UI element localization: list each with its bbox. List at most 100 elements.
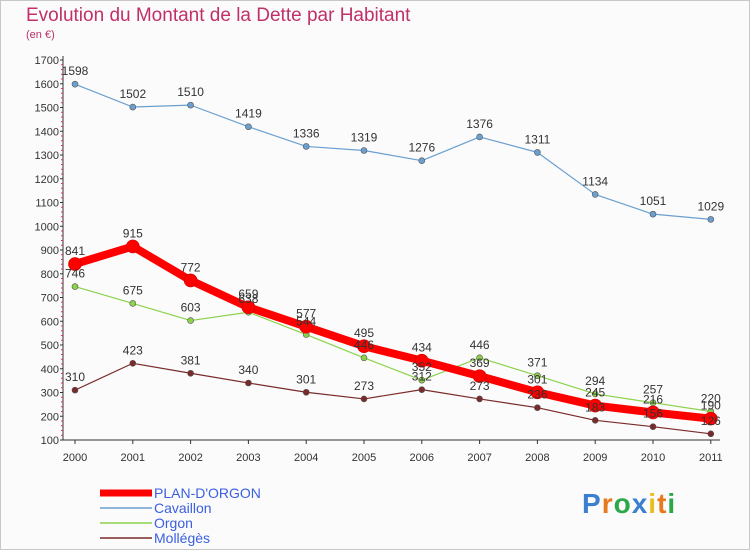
data-label: 352 <box>412 360 432 374</box>
data-point <box>360 354 368 362</box>
data-label: 369 <box>470 356 490 370</box>
y-tick-label: 1400 <box>35 126 59 138</box>
data-label: 126 <box>701 414 721 428</box>
y-tick-label: 400 <box>41 364 59 376</box>
data-label: 273 <box>470 379 490 393</box>
series-line <box>74 83 712 220</box>
data-label: 1029 <box>697 199 724 213</box>
data-point <box>302 388 310 396</box>
data-label: 183 <box>585 400 605 414</box>
data-point <box>187 101 194 109</box>
data-point <box>129 359 137 367</box>
y-tick-label: 1100 <box>35 198 59 210</box>
legend-label: Orgon <box>154 515 193 531</box>
data-point <box>534 372 541 379</box>
data-point <box>302 143 310 150</box>
data-label: 1598 <box>62 64 89 78</box>
data-point <box>126 239 140 254</box>
data-point <box>357 339 371 353</box>
data-label: 446 <box>354 338 374 352</box>
y-tick-label: 1600 <box>35 79 59 91</box>
data-point <box>534 404 541 412</box>
data-label: 294 <box>585 374 605 388</box>
y-tick-label: 500 <box>41 340 59 352</box>
data-point <box>68 257 82 271</box>
chart-subtitle: (en €) <box>26 29 55 41</box>
x-tick-label: 2004 <box>294 452 318 464</box>
data-point <box>649 210 657 218</box>
data-label: 273 <box>354 379 374 393</box>
data-point <box>418 386 426 393</box>
x-tick-label: 2000 <box>63 452 87 464</box>
legend-label: Cavaillon <box>154 500 212 516</box>
data-point <box>476 395 483 403</box>
data-point <box>129 103 137 111</box>
data-label: 1510 <box>177 85 204 99</box>
data-label: 310 <box>65 370 85 384</box>
data-point <box>418 157 426 164</box>
data-point <box>591 416 599 424</box>
data-point <box>591 390 599 398</box>
data-label: 746 <box>65 267 85 281</box>
y-tick-label: 1200 <box>35 174 59 186</box>
data-point <box>241 300 256 315</box>
series-1 <box>71 80 715 223</box>
data-point <box>476 133 483 141</box>
data-point <box>187 317 194 324</box>
data-point <box>703 411 718 426</box>
series-line <box>74 285 712 413</box>
data-label: 915 <box>123 226 143 240</box>
x-tick-label: 2009 <box>583 452 607 464</box>
y-tick-label: 900 <box>41 245 59 257</box>
data-point <box>414 353 429 368</box>
data-point <box>588 398 603 413</box>
data-point <box>71 80 79 88</box>
series-line <box>71 242 715 423</box>
data-point <box>591 191 599 198</box>
data-point <box>649 423 657 431</box>
data-label: 675 <box>123 283 143 297</box>
data-label: 577 <box>296 307 316 321</box>
data-point <box>472 369 487 383</box>
data-label: 772 <box>181 260 201 274</box>
x-tick-label: 2001 <box>121 452 145 464</box>
data-label: 190 <box>701 399 721 413</box>
x-tick-label: 2011 <box>699 452 723 464</box>
y-tick-label: 800 <box>41 269 59 281</box>
data-label: 423 <box>123 343 143 357</box>
y-tick-label: 200 <box>41 411 59 423</box>
data-label: 495 <box>354 326 374 340</box>
data-label: 236 <box>527 388 547 402</box>
x-tick-label: 2003 <box>236 452 260 464</box>
legend-label: Mollégès <box>154 530 210 546</box>
y-tick-label: 100 <box>41 435 59 447</box>
data-label: 381 <box>181 353 201 367</box>
data-point <box>530 385 545 400</box>
data-label: 841 <box>65 244 85 258</box>
data-label: 1376 <box>466 117 493 131</box>
data-point <box>418 376 426 384</box>
data-point <box>707 430 715 438</box>
data-label: 156 <box>643 407 663 421</box>
data-point <box>71 386 79 394</box>
data-label: 1336 <box>293 126 320 140</box>
y-tick-label: 1500 <box>35 103 59 115</box>
data-point <box>299 319 314 334</box>
y-tick-label: 600 <box>41 316 59 328</box>
data-label: 1419 <box>235 107 262 121</box>
data-label: 1276 <box>408 141 435 155</box>
x-tick-label: 2007 <box>467 452 491 464</box>
data-point <box>476 354 483 362</box>
chart-title: Evolution du Montant de la Dette par Hab… <box>26 5 411 26</box>
series-0 <box>68 239 718 426</box>
data-label: 257 <box>643 383 663 397</box>
data-label: 1311 <box>524 132 550 146</box>
x-tick-label: 2006 <box>410 452 434 464</box>
data-label: 659 <box>238 287 258 301</box>
x-tick-label: 2010 <box>641 452 665 464</box>
x-tick-label: 2005 <box>352 452 376 464</box>
data-label: 1051 <box>640 194 667 208</box>
y-tick-label: 300 <box>41 388 59 400</box>
y-tick-label: 1700 <box>35 55 59 67</box>
